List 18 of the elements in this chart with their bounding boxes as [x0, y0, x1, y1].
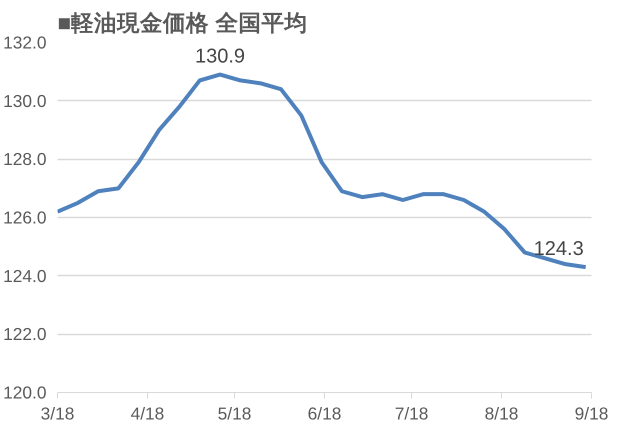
y-tick-label: 120.0 [3, 382, 47, 402]
x-tick-label: 6/18 [308, 404, 342, 424]
y-tick-label: 126.0 [3, 208, 47, 228]
y-tick-label: 132.0 [3, 32, 47, 52]
y-tick-label: 122.0 [3, 324, 47, 344]
x-tick-label: 4/18 [130, 404, 164, 424]
x-tick-label: 7/18 [394, 404, 428, 424]
y-tick-label: 124.0 [3, 266, 47, 286]
line-series [58, 72, 588, 270]
annotation: 130.9 [194, 46, 246, 68]
y-tick-label: 128.0 [3, 149, 47, 170]
x-tick-label: 9/18 [574, 404, 608, 424]
y-tick-label: 130.0 [3, 90, 47, 111]
x-tick-label: 8/18 [484, 404, 518, 424]
annotation: 124.3 [534, 238, 584, 260]
x-tick-label: 3/18 [40, 404, 74, 424]
x-tick-label: 5/18 [218, 404, 252, 424]
chart-title: ■軽油現金価格 全国平均 [58, 10, 308, 36]
